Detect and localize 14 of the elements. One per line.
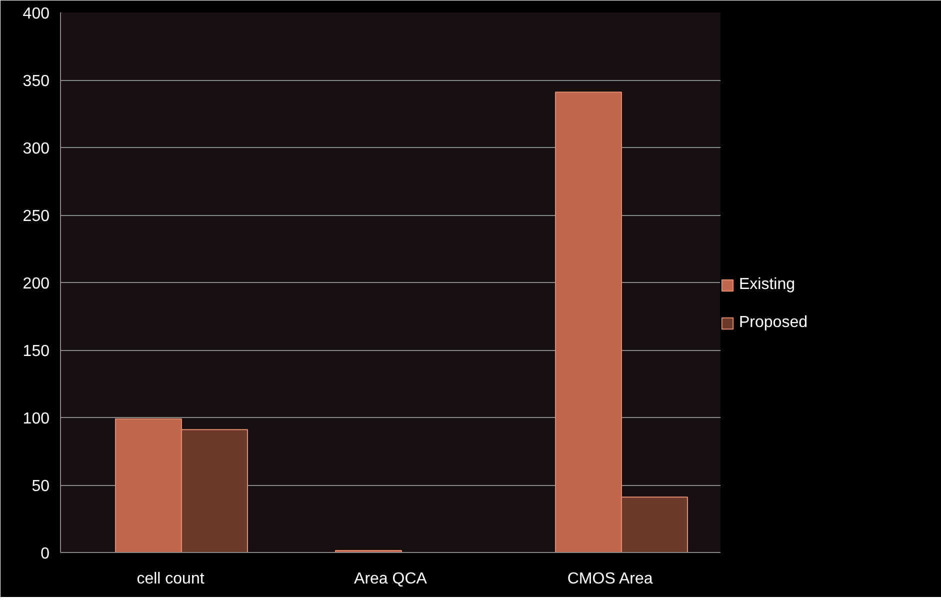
y-tick-label: 350 (22, 73, 50, 90)
y-tick-label: 250 (22, 208, 50, 225)
y-tick-label: 300 (22, 140, 50, 158)
y-tick-label: 50 (32, 478, 50, 495)
y-tick-label: 150 (22, 343, 50, 360)
legend-label: Existing (739, 276, 796, 294)
y-tick-label: 200 (22, 276, 50, 292)
y-tick-label: 0 (40, 546, 50, 562)
x-tick-label: Area QCA (354, 570, 428, 588)
y-tick-label: 100 (22, 410, 50, 428)
legend-label: Proposed (739, 314, 808, 332)
x-tick-label: CMOS Area (567, 570, 653, 588)
y-tick-label: 400 (22, 6, 50, 22)
x-tick-label: cell count (136, 570, 205, 588)
